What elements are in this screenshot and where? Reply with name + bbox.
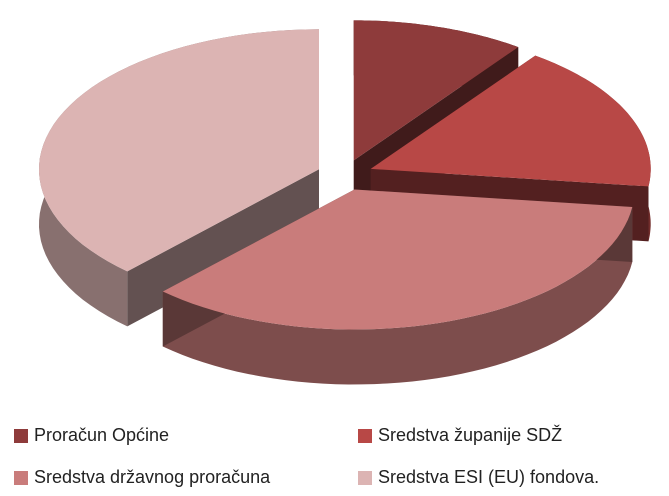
legend-swatch xyxy=(358,429,372,443)
slice xyxy=(39,29,319,272)
slice xyxy=(353,20,519,161)
legend-label: Sredstva županije SDŽ xyxy=(378,425,562,445)
legend-swatch xyxy=(14,429,28,443)
legend-label: Proračun Općine xyxy=(34,425,169,445)
legend-label: Sredstva ESI (EU) fondova. xyxy=(378,467,599,487)
legend-label: Sredstva državnog proračuna xyxy=(34,467,271,487)
slice xyxy=(370,55,651,187)
legend-swatch xyxy=(358,471,372,485)
slice-side xyxy=(162,207,633,385)
legend-swatch xyxy=(14,471,28,485)
slice xyxy=(162,189,633,330)
